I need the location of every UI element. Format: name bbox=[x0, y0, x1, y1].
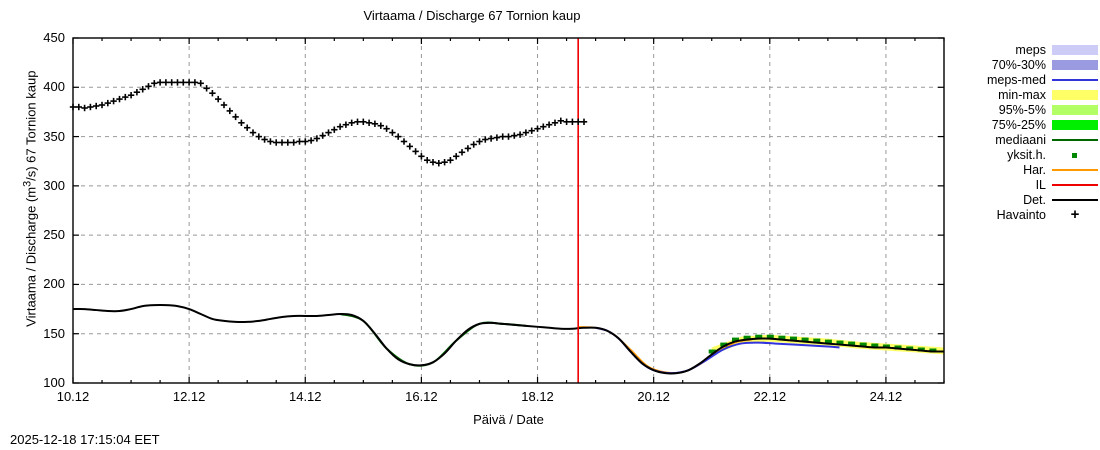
legend-band-swatch bbox=[1052, 89, 1098, 100]
legend-band-swatch bbox=[1052, 119, 1098, 130]
legend-line-swatch bbox=[1052, 183, 1098, 186]
legend-band-swatch bbox=[1052, 104, 1098, 115]
y-tick-label: 350 bbox=[43, 128, 65, 144]
timestamp-text: 2025-12-18 17:15:04 EET bbox=[10, 432, 160, 447]
x-tick-label: 10.12 bbox=[56, 389, 90, 404]
y-tick-label: 300 bbox=[43, 177, 65, 193]
legend-item-swatch: + bbox=[1052, 205, 1098, 223]
legend-item-swatch bbox=[1052, 179, 1098, 191]
legend-item-label: Det. bbox=[1023, 192, 1046, 207]
chart-legend: meps 70%-30% meps-med min-max 95%-5% 75%-25% m… bbox=[952, 42, 1098, 222]
legend-item-label: meps bbox=[1015, 42, 1046, 57]
legend-item-swatch bbox=[1052, 134, 1098, 146]
legend-line-swatch bbox=[1052, 138, 1098, 141]
legend-item: 75%-25% bbox=[952, 117, 1098, 132]
x-tick-label: 16.12 bbox=[405, 389, 438, 404]
yksit-h-marker bbox=[848, 341, 856, 346]
yksit-h-marker bbox=[871, 343, 879, 348]
legend-item: IL bbox=[952, 177, 1098, 192]
yksit-h-marker bbox=[766, 334, 774, 339]
yksit-h-marker bbox=[813, 338, 821, 343]
legend-item-label: 95%-5% bbox=[998, 102, 1046, 117]
legend-line-swatch bbox=[1052, 198, 1098, 201]
legend-item-swatch bbox=[1052, 89, 1098, 101]
yksit-h-marker bbox=[743, 335, 751, 340]
legend-item: Har. bbox=[952, 162, 1098, 177]
x-tick-label: 12.12 bbox=[172, 389, 206, 404]
x-tick-label: 14.12 bbox=[288, 389, 322, 404]
y-tick-label: 400 bbox=[43, 79, 65, 95]
yksit-h-marker bbox=[801, 337, 809, 342]
legend-item: min-max bbox=[952, 87, 1098, 102]
yksit-h-marker bbox=[708, 349, 716, 354]
legend-line-swatch bbox=[1052, 78, 1098, 81]
legend-item-swatch bbox=[1052, 104, 1098, 116]
legend-dot-swatch bbox=[1072, 152, 1077, 158]
yksit-h-marker bbox=[836, 340, 844, 345]
legend-item-label: min-max bbox=[998, 87, 1046, 102]
yksit-h-marker bbox=[859, 342, 867, 347]
legend-item-swatch bbox=[1052, 164, 1098, 176]
x-tick-label: 24.12 bbox=[869, 389, 903, 404]
y-tick-label: 450 bbox=[43, 30, 65, 45]
yksit-h-marker bbox=[917, 347, 925, 352]
legend-band-swatch bbox=[1052, 59, 1098, 70]
y-tick-label: 250 bbox=[43, 227, 65, 243]
legend-item-label: 75%-25% bbox=[991, 117, 1046, 132]
yksit-h-marker bbox=[882, 344, 890, 349]
series-band-min-max bbox=[711, 334, 944, 356]
legend-item: meps-med bbox=[952, 72, 1098, 87]
y-tick-label: 200 bbox=[43, 276, 65, 292]
legend-item-label: Havainto bbox=[996, 207, 1046, 222]
x-tick-label: 20.12 bbox=[637, 389, 670, 404]
yksit-h-marker bbox=[720, 342, 728, 347]
yksit-h-marker bbox=[732, 337, 739, 342]
yksit-h-marker bbox=[894, 345, 902, 350]
yksit-h-marker bbox=[824, 339, 832, 344]
legend-item-label: 70%-30% bbox=[991, 57, 1046, 72]
legend-item-label: meps-med bbox=[986, 72, 1046, 87]
legend-item-label: IL bbox=[1035, 177, 1046, 192]
legend-plus-marker-icon: + bbox=[1070, 205, 1080, 223]
legend-item: 95%-5% bbox=[952, 102, 1098, 117]
legend-line-swatch bbox=[1052, 168, 1098, 171]
legend-item: meps bbox=[952, 42, 1098, 57]
legend-item-label: Har. bbox=[1023, 162, 1046, 177]
legend-item-swatch bbox=[1052, 194, 1098, 206]
legend-band-swatch bbox=[1052, 44, 1098, 55]
plot-background bbox=[73, 38, 944, 383]
legend-item-swatch bbox=[1052, 74, 1098, 86]
x-axis-label: Päivä / Date bbox=[473, 412, 544, 427]
legend-item: 70%-30% bbox=[952, 57, 1098, 72]
legend-item-swatch bbox=[1052, 119, 1098, 131]
yksit-h-marker bbox=[755, 334, 763, 339]
x-tick-label: 18.12 bbox=[521, 389, 554, 404]
legend-item-swatch bbox=[1052, 59, 1098, 71]
x-tick-label: 22.12 bbox=[753, 389, 787, 404]
legend-item: mediaani bbox=[952, 132, 1098, 147]
legend-item-swatch bbox=[1052, 44, 1098, 56]
yksit-h-marker bbox=[778, 335, 786, 340]
legend-item-label: yksit.h. bbox=[1007, 147, 1046, 162]
legend-item-swatch bbox=[1052, 149, 1098, 161]
chart-title: Virtaama / Discharge 67 Tornion kaup bbox=[363, 8, 581, 23]
legend-item: Det. bbox=[952, 192, 1098, 207]
yksit-h-marker bbox=[906, 346, 914, 351]
legend-item-label: mediaani bbox=[995, 132, 1046, 147]
y-tick-label: 150 bbox=[43, 325, 65, 341]
series-line-det bbox=[72, 304, 945, 375]
legend-item: Havainto + bbox=[952, 207, 1098, 222]
legend-item: yksit.h. bbox=[952, 147, 1098, 162]
yksit-h-marker bbox=[790, 336, 797, 341]
y-tick-label: 100 bbox=[43, 375, 65, 390]
